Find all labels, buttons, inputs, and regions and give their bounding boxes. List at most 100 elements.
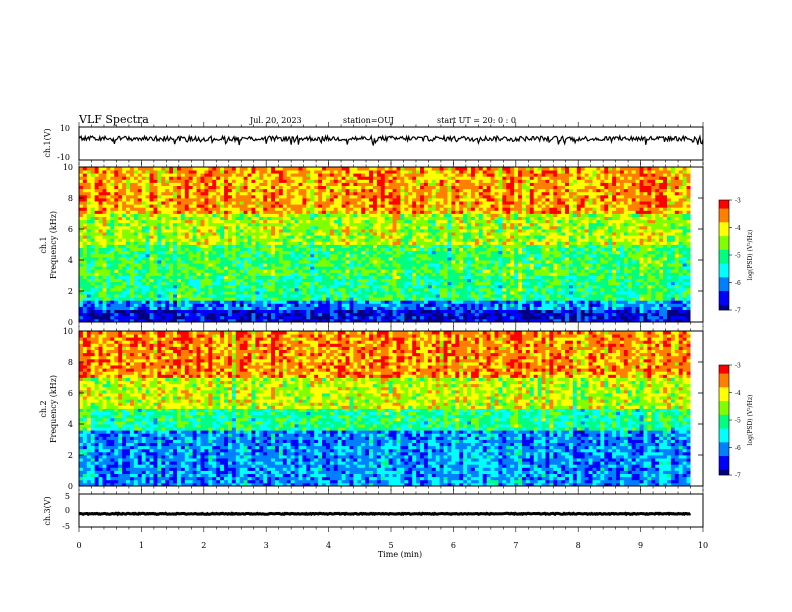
spectrogram-cell	[345, 213, 350, 217]
spectrogram-cell	[420, 291, 425, 295]
spectrogram-cell	[306, 244, 311, 248]
spectrogram-cell	[153, 207, 158, 211]
spectrogram-cell	[149, 191, 154, 196]
spectrogram-cell	[212, 204, 217, 208]
spectrogram-cell	[345, 294, 350, 298]
spectrogram-cell	[173, 225, 178, 230]
spectrogram-cell	[376, 306, 382, 310]
spectrogram-cell	[239, 315, 245, 320]
spectrogram-cell	[431, 185, 437, 190]
spectrogram-cell	[333, 173, 339, 177]
spectrogram-cell	[290, 297, 295, 301]
spectrogram-cell	[137, 185, 143, 190]
spectrogram-cell	[200, 222, 205, 227]
spectrogram-cell	[184, 303, 190, 307]
spectrogram-cell	[357, 238, 362, 242]
spectrogram-cell	[400, 182, 405, 186]
spectrogram-cell	[302, 198, 307, 202]
spectrogram-cell	[302, 204, 307, 208]
spectrogram-cell	[388, 266, 393, 270]
spectrogram-cell	[149, 216, 154, 221]
spectrogram-cell	[455, 204, 460, 208]
spectrogram-cell	[427, 272, 433, 276]
spectrogram-cell	[376, 275, 382, 279]
spectrogram-cell	[447, 247, 452, 252]
spectrogram-cell	[325, 225, 331, 230]
spectrogram-cell	[369, 179, 374, 183]
spectrogram-cell	[298, 306, 303, 310]
spectrogram-cell	[325, 173, 331, 177]
spectrogram-cell	[106, 201, 111, 205]
spectrogram-cell	[169, 281, 174, 286]
spectrogram-cell	[302, 303, 307, 307]
spectrogram-cell	[79, 204, 84, 208]
spectrogram-cell	[467, 291, 472, 295]
spectrogram-cell	[161, 315, 166, 320]
spectrogram-cell	[318, 247, 323, 252]
spectrogram-cell	[247, 297, 252, 301]
spectrogram-cell	[149, 294, 154, 298]
spectrogram-cell	[333, 306, 339, 310]
spectrogram-cell	[373, 297, 378, 301]
spectrogram-cell	[122, 182, 127, 186]
spectrogram-cell	[455, 253, 460, 258]
spectrogram-cell	[247, 269, 252, 273]
spectrogram-cell	[247, 300, 252, 304]
spectrogram-cell	[306, 266, 311, 270]
spectrogram-cell	[114, 182, 119, 186]
spectrogram-cell	[235, 210, 241, 214]
spectrogram-cell	[412, 250, 417, 255]
spectrogram-cell	[337, 291, 343, 295]
spectrogram-cell	[439, 287, 444, 292]
spectrogram-cell	[369, 291, 374, 295]
spectrogram-cell	[416, 170, 421, 174]
spectrogram-cell	[310, 278, 315, 283]
spectrogram-cell	[322, 229, 327, 233]
spectrogram-cell	[302, 263, 307, 267]
spectrogram-cell	[114, 219, 119, 224]
spectrogram-cell	[384, 241, 390, 245]
spectrogram-cell	[290, 266, 295, 270]
spectrogram-cell	[224, 170, 229, 174]
spectrogram-cell	[129, 188, 135, 193]
spectrogram-cell	[259, 247, 264, 252]
spectrogram-cell	[286, 287, 292, 292]
spectrogram-cell	[420, 204, 425, 208]
spectrogram-cell	[412, 303, 417, 307]
spectrogram-cell	[337, 260, 343, 264]
spectrogram-cell	[255, 315, 260, 320]
spectrogram-cell	[271, 179, 276, 183]
spectrogram-cell	[423, 303, 429, 307]
spectrogram-cell	[102, 201, 107, 205]
spectrogram-cell	[141, 238, 147, 242]
spectrogram-cell	[392, 253, 397, 258]
spectrogram-cell	[408, 201, 413, 205]
spectrogram-cell	[145, 315, 150, 320]
spectrogram-cell	[302, 294, 307, 298]
spectrogram-cell	[192, 241, 197, 245]
spectrogram-cell	[416, 281, 421, 286]
spectrogram-cell	[169, 238, 174, 242]
spectrogram-cell	[412, 210, 417, 214]
spectrogram-cell	[388, 182, 393, 186]
spectrogram-cell	[231, 179, 237, 183]
spectrogram-cell	[380, 263, 386, 267]
spectrogram-cell	[400, 306, 405, 310]
spectrogram-cell	[231, 176, 237, 180]
spectrogram-cell	[231, 207, 237, 211]
spectrogram-cell	[161, 256, 166, 261]
spectrogram-cell	[79, 225, 84, 230]
spectrogram-cell	[369, 294, 374, 298]
spectrogram-cell	[369, 284, 374, 289]
spectrogram-cell	[333, 179, 339, 183]
spectrogram-cell	[259, 170, 264, 174]
spectrogram-cell	[200, 207, 205, 211]
spectrogram-cell	[282, 238, 288, 242]
spectrogram-cell	[314, 179, 319, 183]
spectrogram-cell	[239, 287, 245, 292]
spectrogram-cell	[443, 266, 448, 270]
spectrogram-cell	[192, 260, 197, 264]
spectrogram-cell	[259, 210, 264, 214]
spectrogram-cell	[251, 294, 256, 298]
spectrogram-cell	[455, 222, 460, 227]
